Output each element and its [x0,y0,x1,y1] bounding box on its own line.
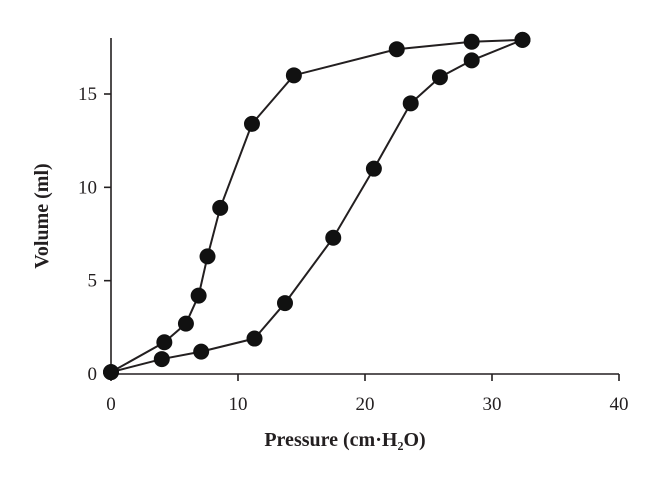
data-point [177,315,194,332]
data-point [103,364,119,381]
y-tick-label: 5 [88,271,98,292]
data-point [212,199,229,216]
data-point [246,330,263,347]
y-tick-label: 10 [78,177,97,198]
data-points [103,31,531,381]
x-tick-label: 0 [106,394,116,415]
y-axis-label: Volume (ml) [31,163,53,268]
y-tick-label: 0 [88,364,98,385]
data-point [190,287,207,304]
series-line-2 [110,38,523,374]
series-line-1 [110,38,523,374]
data-point [276,295,293,312]
data-point [365,160,382,177]
data-point [463,52,480,69]
data-point [156,334,173,351]
x-tick-label: 10 [229,394,248,415]
data-point [402,95,419,112]
data-point [388,41,405,58]
x-axis-label: Pressure (cm·H₂O) [264,429,425,451]
series-lines [110,38,523,374]
data-point [193,343,210,360]
x-tick-label: 20 [356,394,375,415]
x-tick-label: 40 [610,394,629,415]
data-point [285,67,302,84]
x-tick-label: 30 [483,394,502,415]
data-point [431,69,448,86]
data-point [514,31,531,48]
y-tick-label: 15 [78,84,97,105]
data-point [463,33,480,50]
data-point [199,248,216,265]
data-point [153,351,170,368]
axes: 0 10 20 30 40 0 5 10 15 [78,38,629,415]
data-point [325,229,342,246]
data-point [243,115,260,132]
